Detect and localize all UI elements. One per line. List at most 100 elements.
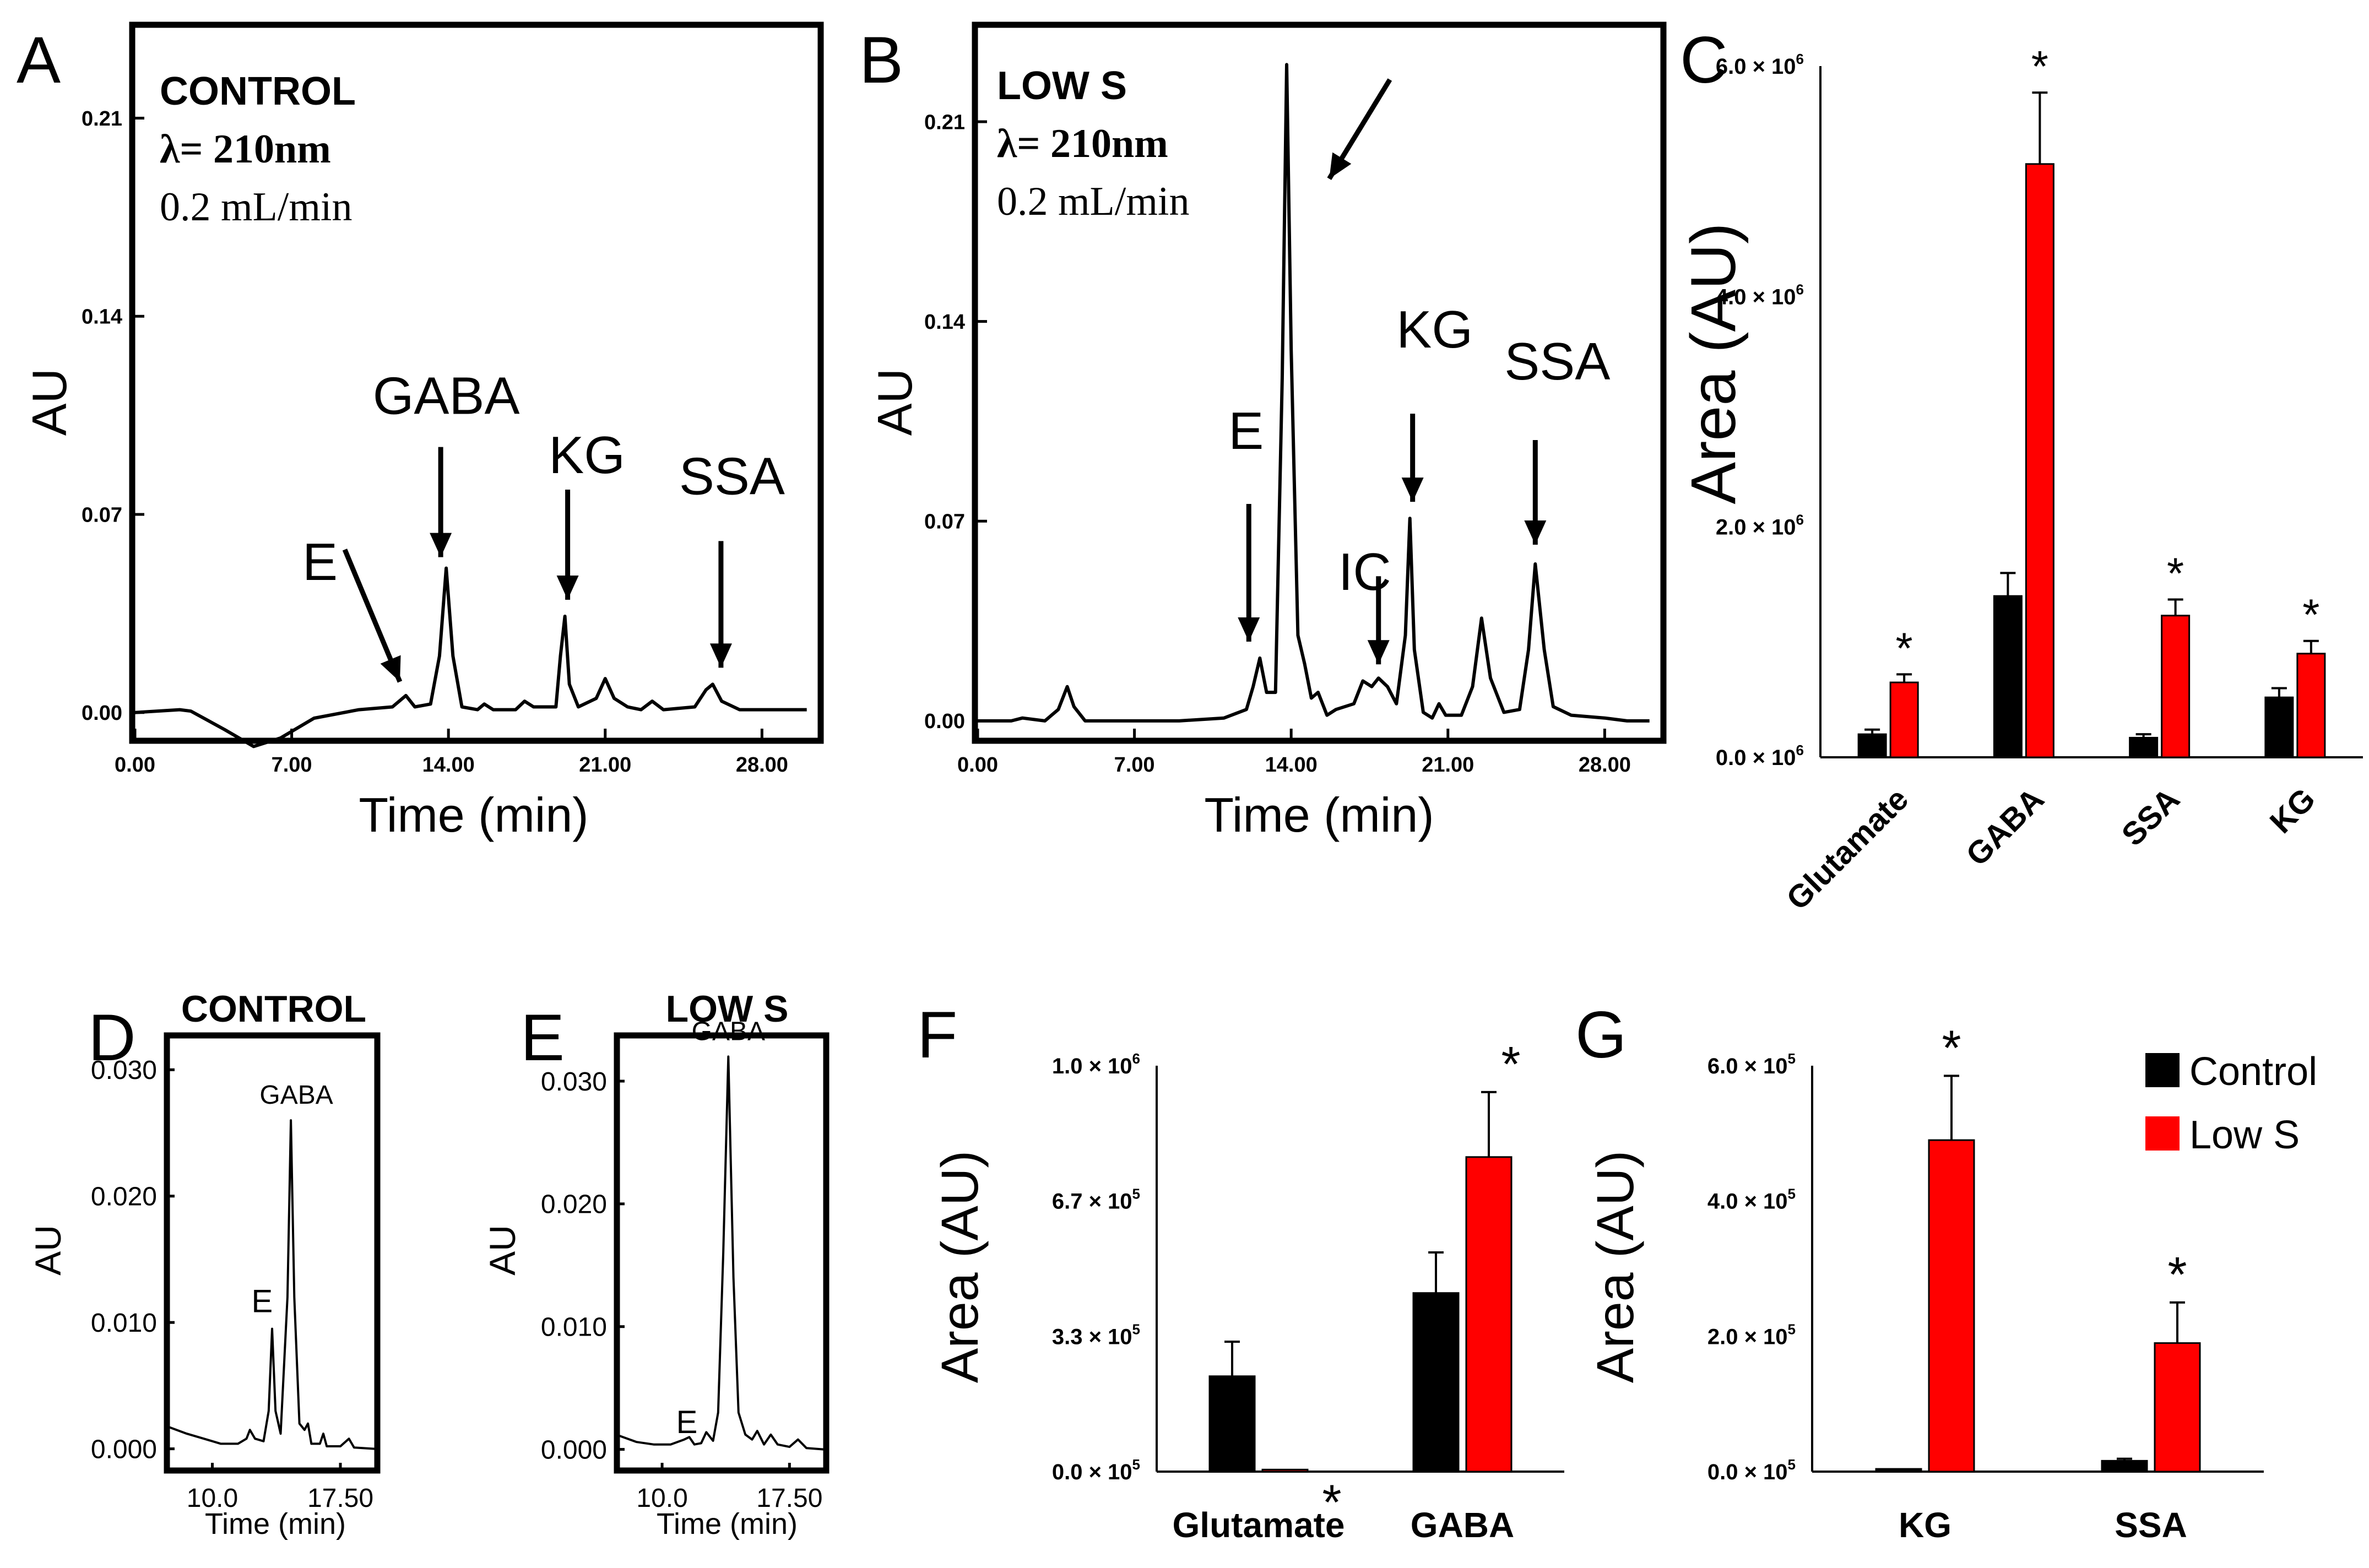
panel-e-letter: E <box>521 1001 565 1075</box>
y-tick-label: 0.020 <box>91 1182 157 1212</box>
bar-low-s <box>2025 163 2054 758</box>
panel-a-condition: CONTROL <box>160 69 356 113</box>
y-tick-label: 0.020 <box>541 1190 607 1219</box>
y-tick-label: 1.0 × 106 <box>1052 1050 1140 1078</box>
legend-label-control: Control <box>2189 1050 2317 1094</box>
legend-swatch-control <box>2145 1053 2180 1087</box>
panel-e-plot-frame <box>614 1032 830 1474</box>
panel-c-chart: 0.0 × 106 2.0 × 106 4.0 × 106 6.0 × 106 * Glu… <box>1716 42 2363 917</box>
y-tick-label: 0.21 <box>82 107 122 131</box>
y-tick-label: 0.14 <box>82 306 122 329</box>
panel-f-letter: F <box>917 998 957 1072</box>
legend-label-low-s: Low S <box>2189 1113 2300 1157</box>
x-tick-label: 14.00 <box>422 753 475 777</box>
bar-control <box>1412 1292 1460 1473</box>
peak-label: KG <box>1396 300 1473 359</box>
panel-b-xlabel: Time (min) <box>1204 788 1434 842</box>
y-tick-label: 0.030 <box>541 1067 607 1097</box>
y-tick-label: 0.07 <box>82 503 122 527</box>
bar-control <box>1993 595 2023 758</box>
panel-a-y-axis: 0.00 0.07 0.14 0.21 <box>82 107 144 725</box>
category-label: KG <box>2263 781 2322 840</box>
peak-label: GABA <box>373 367 520 426</box>
peak-arrowhead <box>1401 478 1424 502</box>
peak-label: KG <box>549 426 625 485</box>
category-label: Glutamate <box>1780 781 1916 917</box>
bar-low-s <box>1928 1139 1975 1473</box>
peak-label: SSA <box>1504 332 1610 391</box>
category-label: GABA <box>1959 781 2051 873</box>
y-tick-label: 6.7 × 105 <box>1052 1186 1140 1214</box>
peak-arrowhead <box>380 655 401 682</box>
y-tick-label: 0.07 <box>924 511 965 534</box>
significance-marker: * <box>2167 549 2184 598</box>
x-tick-label: 28.00 <box>1579 753 1631 777</box>
bar-control <box>1857 733 1887 758</box>
bar-control <box>1208 1375 1256 1473</box>
peak-arrowhead <box>1238 617 1260 642</box>
panel-b-flow: 0.2 mL/min <box>997 179 1189 224</box>
peak-arrowhead <box>1367 640 1390 665</box>
panel-b-x-axis: 0.00 7.00 14.00 21.00 28.00 <box>957 729 1631 777</box>
chromatogram-line <box>169 1119 375 1450</box>
panel-e-ylabel: AU <box>482 1225 523 1276</box>
x-tick-label: 21.00 <box>579 753 631 777</box>
peak-arrowhead <box>556 576 579 600</box>
y-tick-label: 0.000 <box>541 1435 607 1464</box>
legend: Control Low S <box>2145 1050 2317 1157</box>
bar-low-s <box>1889 681 1919 758</box>
panel-a-annotations: E GABA KG SSA <box>302 367 785 683</box>
chromatogram-line <box>978 63 1650 723</box>
panel-a-trace <box>134 566 807 748</box>
panel-a-ylabel: AU <box>22 368 77 436</box>
y-tick-label: 0.21 <box>924 111 965 134</box>
bar-low-s <box>2161 615 2191 758</box>
panel-g: G Area (AU) 0.0 × 105 2.0 × 105 4.0 × 105 6… <box>1575 998 2317 1545</box>
significance-marker: * <box>2167 1247 2187 1303</box>
panel-d-letter: D <box>88 1001 136 1075</box>
bar-low-s <box>2296 653 2326 758</box>
y-tick-label: 0.0 × 106 <box>1716 742 1804 770</box>
panel-d-annotations: E GABA <box>252 1081 333 1320</box>
panel-b-letter: B <box>859 23 903 97</box>
x-tick-label: 14.00 <box>1265 753 1318 777</box>
bar-control <box>1875 1468 1922 1473</box>
panel-c-letter: C <box>1680 23 1728 97</box>
peak-label: E <box>676 1404 698 1440</box>
peak-arrowhead <box>1329 152 1352 179</box>
peak-label: E <box>252 1284 273 1320</box>
y-tick-label: 6.0 × 106 <box>1716 51 1804 79</box>
y-tick-label: 0.14 <box>924 311 965 334</box>
y-tick-label: 2.0 × 106 <box>1716 512 1804 540</box>
panel-e-x-axis: 10.0 17.50 <box>636 1463 822 1513</box>
panel-f-ylabel: Area (AU) <box>931 1151 989 1383</box>
x-tick-label: 7.00 <box>1114 753 1155 777</box>
peak-arrowhead <box>430 533 452 557</box>
y-tick-label: 0.000 <box>91 1435 157 1464</box>
peak-label: E <box>302 533 338 592</box>
panel-a-plot-frame <box>129 21 824 744</box>
x-tick-label: 28.00 <box>736 753 788 777</box>
panel-b-plot-frame <box>972 21 1667 744</box>
panel-d-y-axis: 0.000 0.010 0.020 0.030 <box>91 1056 175 1464</box>
y-tick-label: 0.030 <box>91 1056 157 1085</box>
significance-marker: * <box>2031 42 2048 91</box>
category-label: KG <box>1899 1505 1951 1545</box>
y-tick-label: 4.0 × 105 <box>1707 1186 1796 1214</box>
category-label: Glutamate <box>1173 1505 1345 1545</box>
panel-e-xlabel: Time (min) <box>657 1507 798 1540</box>
panel-g-chart: 0.0 × 105 2.0 × 105 4.0 × 105 6.0 × 105 * KG *… <box>1707 1021 2264 1545</box>
y-tick-label: 0.0 × 105 <box>1052 1456 1140 1484</box>
panel-d-xlabel: Time (min) <box>205 1507 346 1540</box>
bar-control <box>2101 1460 2148 1473</box>
panel-g-letter: G <box>1575 998 1627 1072</box>
peak-label: GABA <box>692 1017 765 1046</box>
peak-label: GABA <box>259 1081 333 1110</box>
chromatogram-line <box>134 566 807 748</box>
panel-d-condition: CONTROL <box>181 988 366 1030</box>
panel-f: F Area (AU) 0.0 × 105 3.3 × 105 6.7 × 105 1… <box>917 998 1564 1545</box>
legend-swatch-low-s <box>2145 1116 2180 1151</box>
panel-d: D CONTROL 0.000 0.010 0.020 0.030 10.0 17.50… <box>28 988 381 1540</box>
bar-control <box>2129 736 2159 758</box>
